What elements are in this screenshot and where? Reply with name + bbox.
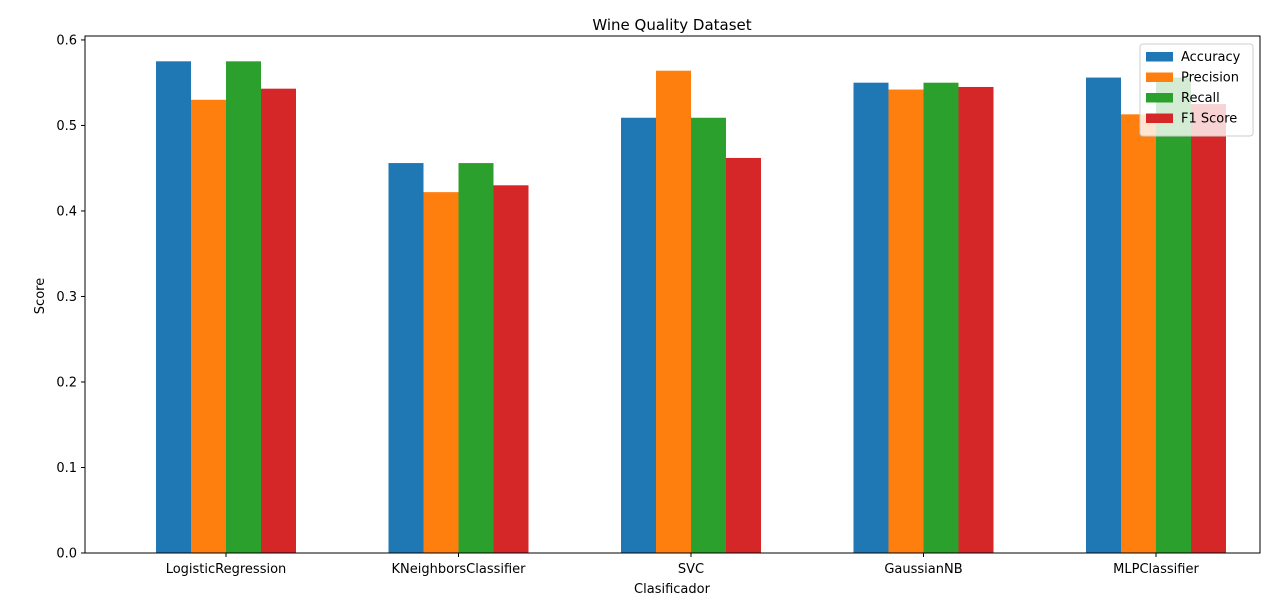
legend-swatch-f1-score: [1146, 113, 1173, 123]
bar-accuracy-logisticregression: [156, 61, 191, 554]
plot-area: 0.0 0.1 0.2 0.3 0.4 0.5 0.6 LogisticRegression K…: [56, 33, 1261, 577]
x-tick-label: GaussianNB: [884, 562, 962, 577]
legend-label-accuracy: Accuracy: [1181, 50, 1241, 65]
x-axis-label: Clasificador: [634, 582, 711, 597]
bar-f1-score-gaussiannb: [958, 86, 994, 554]
bar-f1-score-logisticregression: [261, 88, 296, 554]
legend-swatch-recall: [1146, 93, 1173, 103]
legend-label-f1-score: F1 Score: [1181, 112, 1237, 127]
y-tick-label: 0.2: [56, 375, 77, 390]
x-tick-label: MLPClassifier: [1113, 562, 1199, 577]
bar-accuracy-svc: [621, 117, 656, 553]
bar-recall-logisticregression: [226, 61, 261, 554]
y-tick-label: 0.1: [56, 461, 77, 476]
bar-accuracy-kneighborsclassifier: [388, 163, 424, 553]
bar-f1-score-mlpclassifier: [1191, 104, 1226, 553]
legend-box: [1139, 43, 1254, 137]
legend-swatch-precision: [1146, 72, 1173, 82]
legend-label-recall: Recall: [1181, 91, 1220, 106]
y-tick-label: 0.0: [56, 547, 77, 562]
y-tick-label: 0.6: [56, 33, 77, 48]
legend-label-precision: Precision: [1181, 71, 1239, 86]
plot-frame: [84, 35, 1261, 554]
bar-precision-gaussiannb: [888, 89, 924, 553]
bar-precision-kneighborsclassifier: [423, 192, 459, 553]
bar-precision-logisticregression: [191, 99, 226, 553]
legend-swatch-accuracy: [1146, 52, 1173, 62]
bar-precision-svc: [656, 70, 691, 553]
bar-precision-mlpclassifier: [1121, 114, 1156, 553]
bar-f1-score-svc: [726, 157, 761, 553]
bar-recall-kneighborsclassifier: [458, 163, 494, 553]
x-tick-label: LogisticRegression: [166, 562, 287, 577]
y-axis-label: Score: [33, 278, 48, 314]
legend: Accuracy Precision Recall F1 Score: [1139, 43, 1254, 137]
bar-recall-mlpclassifier: [1156, 77, 1191, 553]
x-tick-label: KNeighborsClassifier: [391, 562, 526, 577]
x-tick-label: SVC: [678, 562, 704, 577]
bar-accuracy-mlpclassifier: [1086, 77, 1121, 553]
bar-accuracy-gaussiannb: [853, 82, 889, 553]
y-tick-label: 0.4: [56, 204, 77, 219]
y-tick-label: 0.5: [56, 119, 77, 134]
bar-recall-gaussiannb: [923, 82, 959, 553]
bar-f1-score-kneighborsclassifier: [493, 185, 529, 554]
chart-title: Wine Quality Dataset: [592, 16, 751, 34]
y-tick-label: 0.3: [56, 290, 77, 305]
bar-recall-svc: [691, 117, 726, 553]
